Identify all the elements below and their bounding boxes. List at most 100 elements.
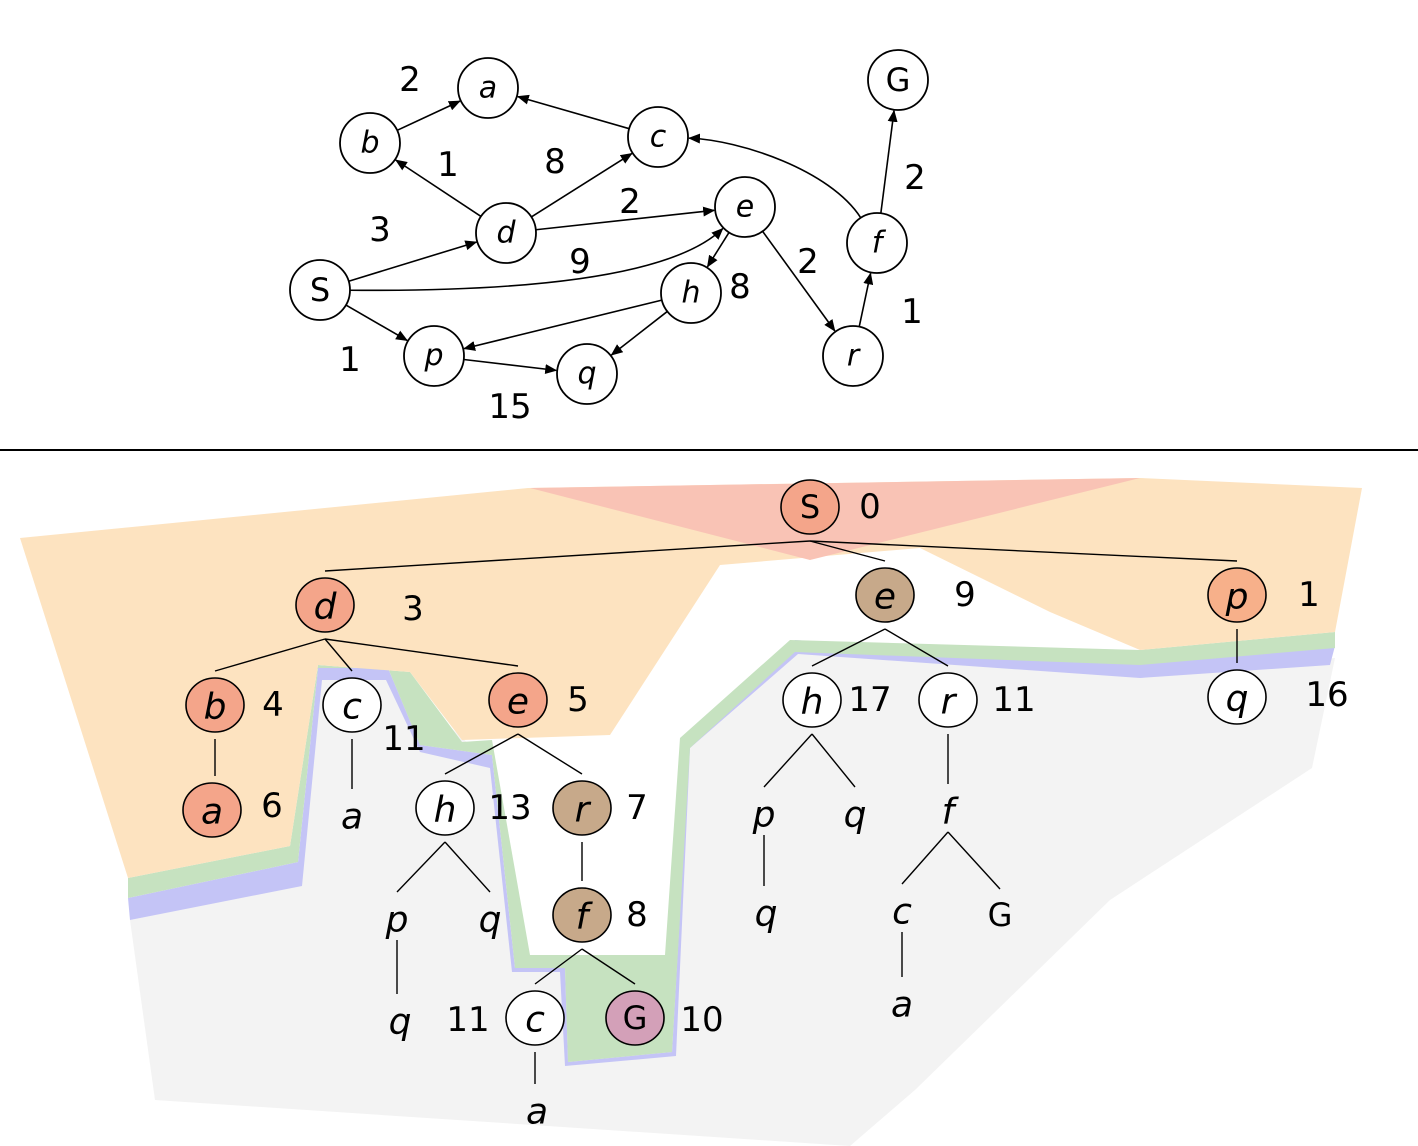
tree-node-label: a [891, 985, 913, 1026]
tree-node-label: c [342, 687, 362, 728]
tree-node: q [389, 1002, 412, 1043]
graph-node-p: p [403, 325, 465, 387]
graph-node-G: G [867, 49, 929, 111]
graph-edge-weight: 2 [797, 242, 819, 282]
tree-node-circle [780, 479, 840, 535]
tree-node-label: q [755, 894, 778, 935]
tree-node-circle [782, 672, 842, 728]
tree-edge [901, 831, 949, 885]
tree-node: G [988, 896, 1013, 934]
tree-node: G 10 [605, 990, 724, 1046]
graph-node-circle [403, 325, 465, 387]
tree-node: c 11 [322, 677, 426, 759]
tree-edge [396, 841, 446, 893]
state-graph-weights: 2 1 8 2 3 9 1 8 2 15 1 2 [339, 60, 926, 427]
graph-node-label: S [310, 271, 330, 309]
tree-node-cost: 9 [954, 575, 976, 615]
tree-node-cost: 3 [402, 589, 424, 629]
graph-edge-weight: 15 [488, 387, 531, 427]
tree-node-cost: 0 [859, 487, 881, 527]
tree-node-circle [918, 672, 978, 728]
tree-edge [809, 540, 886, 562]
graph-node-circle [867, 49, 929, 111]
graph-node-e: e [714, 176, 776, 238]
state-graph-edges [345, 94, 898, 375]
tree-node-label: p [385, 900, 409, 941]
tree-node-label: S [800, 488, 820, 526]
contour-orange-band [20, 478, 1362, 878]
graph-edge-weight: 1 [437, 145, 459, 185]
graph-node-label: r [847, 339, 861, 374]
graph-node-circle [289, 259, 351, 321]
tree-node: a [891, 985, 913, 1026]
graph-edge-weight: 8 [729, 267, 751, 307]
tree-node-label: d [314, 587, 338, 628]
tree-node-label: e [507, 682, 529, 723]
graph-node-label: b [360, 126, 379, 161]
tree-node: q 16 [1207, 669, 1349, 725]
tree-node: q [479, 900, 502, 941]
graph-edge-f-G [880, 109, 898, 214]
tree-node-circle [415, 780, 475, 836]
tree-node: h 17 [782, 672, 892, 728]
graph-edge-b-a [396, 100, 461, 132]
graph-edge-e-h [706, 231, 730, 268]
graph-edge-weight: 1 [339, 340, 361, 380]
tree-edge [444, 733, 519, 775]
tree-edge [534, 948, 583, 985]
tree-node: q [844, 795, 867, 836]
tree-node: a [526, 1092, 548, 1133]
tree-node: c 11 [446, 990, 565, 1046]
tree-edge [214, 638, 326, 672]
graph-edge-h-q [610, 310, 668, 356]
tree-node: q [755, 894, 778, 935]
graph-node-label: e [736, 190, 754, 225]
tree-edge [763, 733, 813, 788]
graph-edge-weight: 2 [904, 158, 926, 198]
tree-node-circle [322, 677, 382, 733]
tree-node-circle [552, 780, 612, 836]
graph-node-label: q [577, 357, 596, 392]
graph-edge-c-a [516, 94, 630, 130]
graph-edge-p-q [463, 358, 558, 375]
contour-green-band [128, 632, 1335, 1062]
graph-edge-weight: 8 [544, 142, 566, 182]
tree-node-label: p [1225, 577, 1249, 618]
tree-node-label: r [941, 682, 958, 723]
tree-node-cost: 13 [488, 788, 531, 828]
tree-node-circle [488, 672, 548, 728]
graph-edge-weight: 2 [619, 182, 641, 222]
graph-edge-f-c [687, 133, 862, 219]
tree-node: r 11 [918, 672, 1036, 728]
graph-node-circle [660, 262, 722, 324]
tree-node-label: G [988, 896, 1013, 934]
tree-node-circle [505, 990, 565, 1046]
tree-node: p [385, 900, 409, 941]
tree-edge [809, 540, 1238, 562]
graph-node-circle [714, 176, 776, 238]
tree-node-label: a [526, 1092, 548, 1133]
graph-node-label: G [886, 61, 911, 99]
graph-node-S: S [289, 259, 351, 321]
graph-edge-d-b [395, 159, 482, 218]
tree-node-circle [185, 677, 245, 733]
graph-edge-d-e [535, 206, 716, 231]
tree-node-cost: 11 [382, 719, 425, 759]
tree-node-label: p [752, 795, 776, 836]
tree-node: c [892, 892, 912, 933]
tree-node: p [752, 795, 776, 836]
graph-edge-h-p [463, 299, 663, 351]
graph-edge-e-r [761, 230, 836, 332]
tree-node-cost: 11 [446, 1000, 489, 1040]
cost-contours [20, 478, 1362, 1146]
tree-node-label: h [434, 790, 457, 831]
tree-node-cost: 7 [626, 788, 648, 828]
graph-node-label: p [423, 339, 443, 374]
graph-node-c: c [627, 106, 689, 168]
